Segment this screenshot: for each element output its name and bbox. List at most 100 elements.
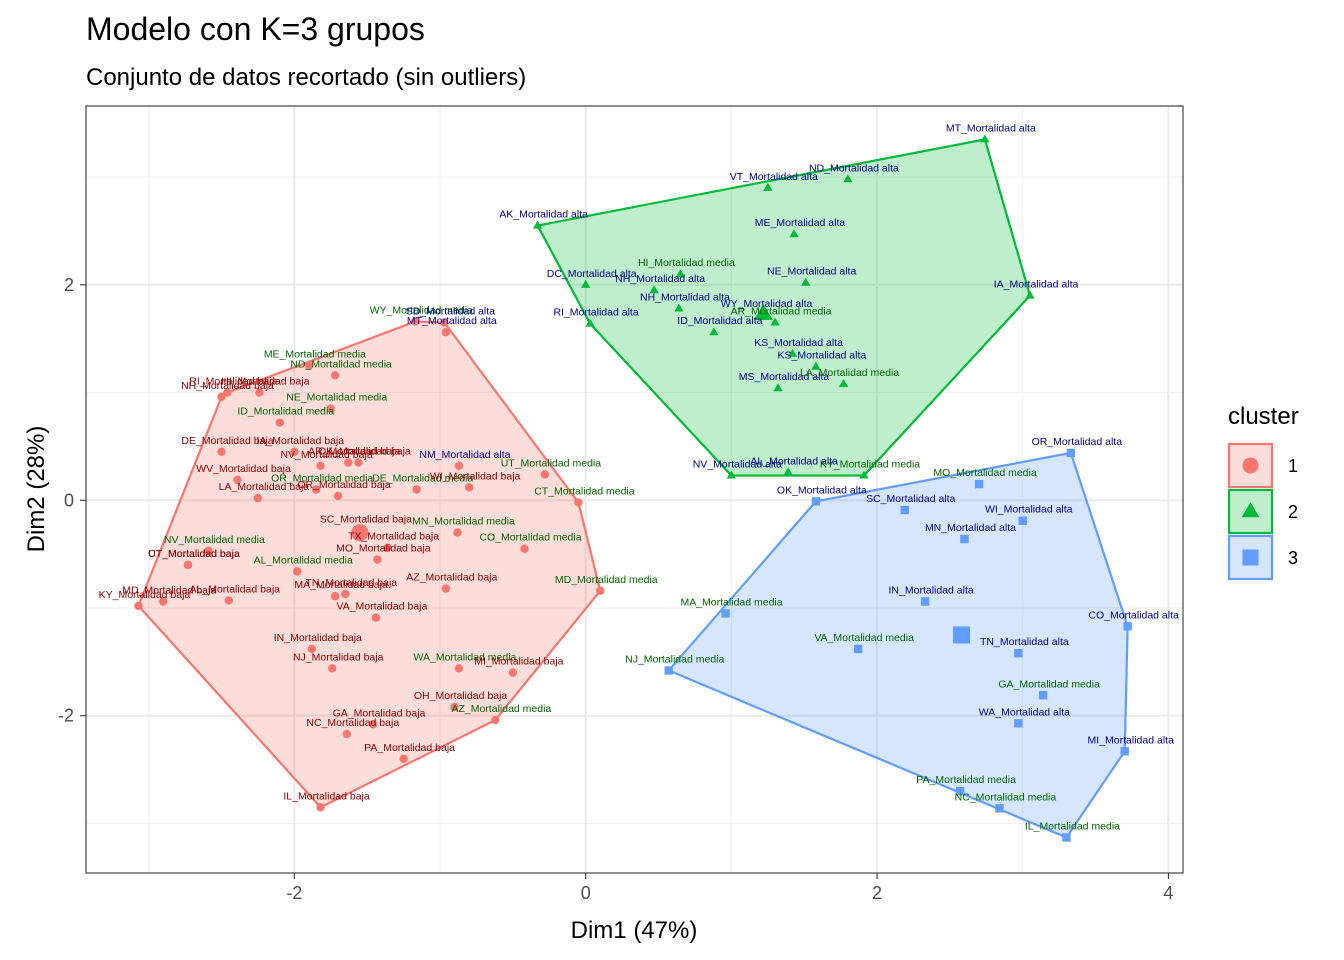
data-point [307, 644, 317, 654]
point-label: RI_Mortalidad alta [553, 307, 638, 319]
point-label: NV_Mortalidad baja [280, 449, 372, 461]
legend-label-2: 2 [1288, 502, 1298, 522]
legend-symbol-3 [1242, 549, 1259, 566]
point-label: WY_Mortalidad media [370, 304, 473, 316]
data-point [1025, 290, 1035, 299]
point-label: CT_Mortalidad baja [148, 548, 240, 560]
data-point [995, 804, 1004, 813]
x-tick-label: 4 [1163, 883, 1173, 903]
point-label: SC_Mortalidad baja [320, 513, 412, 525]
legend-label-3: 3 [1288, 548, 1298, 568]
data-point [217, 392, 226, 402]
point-label: HI_Mortalidad media [638, 257, 735, 269]
point-label: MA_Mortalidad baja [294, 579, 388, 591]
legend-label-1: 1 [1288, 456, 1298, 476]
data-point [770, 317, 780, 326]
point-label: SD_Mortalidad alta [406, 306, 495, 318]
point-label: UT_Mortalidad baja [148, 548, 240, 560]
data-point [726, 470, 737, 479]
point-label: NV_Mortalidad alta [693, 458, 782, 470]
point-label: IN_Mortalidad baja [274, 632, 362, 644]
data-point [373, 555, 382, 564]
y-tick-label: 0 [64, 490, 74, 510]
data-point [450, 702, 459, 712]
point-label: UT_Mortalidad media [501, 457, 602, 469]
data-point [275, 418, 284, 427]
point-label: VA_Mortalidad baja [336, 601, 427, 613]
chart-subtitle: Conjunto de datos recortado (sin outlier… [86, 64, 526, 91]
data-point [354, 458, 363, 467]
data-point [316, 803, 325, 812]
data-point [649, 285, 659, 294]
data-point [253, 493, 263, 503]
point-label: VT_Mortalidad alta [730, 171, 818, 183]
point-label: PA_Mortalidad media [916, 774, 1016, 786]
point-label: ND_Mortalidad alta [809, 162, 899, 174]
point-label: CT_Mortalidad media [534, 485, 635, 497]
point-label: AZ_Mortalidad baja [406, 572, 497, 584]
data-point [1120, 747, 1129, 756]
data-point [974, 479, 984, 489]
point-label: ND_Mortalidad media [290, 358, 392, 370]
point-label: GA_Mortalidad media [998, 678, 1100, 690]
legend-key-2 [1227, 488, 1274, 535]
point-label: NE_Mortalidad media [286, 392, 387, 404]
data-point [304, 361, 314, 370]
point-label: CO_Mortalidad media [479, 532, 581, 544]
data-point [540, 470, 550, 479]
point-label: OH_Mortalidad baja [414, 690, 508, 702]
data-point [801, 277, 811, 286]
point-label: OR_Mortalidad alta [1032, 436, 1123, 448]
point-label: NV_Mortalidad media [164, 534, 265, 546]
cluster-centroid-2 [754, 303, 773, 321]
plot-panel-border [85, 105, 1184, 874]
point-label: IL_Mortalidad baja [283, 790, 370, 802]
point-label: MN_Mortalidad media [412, 516, 515, 528]
point-label: AZ_Mortalidad media [451, 703, 551, 715]
data-point [787, 348, 798, 357]
data-point [1066, 448, 1076, 458]
point-label: MA_Mortalidad media [680, 596, 782, 608]
data-point [440, 318, 449, 327]
data-point [454, 461, 464, 471]
point-label: AK_Mortalidad alta [499, 209, 588, 221]
data-point [454, 664, 464, 673]
data-points [134, 134, 1132, 842]
data-point [233, 475, 242, 485]
point-label: MS_Mortalidad alta [739, 371, 830, 383]
data-point [920, 597, 930, 606]
point-label: NM_Mortalidad alta [419, 449, 510, 461]
point-label: NH_Mortalidad alta [615, 273, 705, 285]
point-label: MD_Mortalidad media [555, 574, 658, 586]
point-label: RI_Mortalidad baja [189, 376, 277, 388]
data-point [491, 715, 500, 725]
data-point [520, 544, 529, 553]
point-label: NJ_Mortalidad media [625, 653, 724, 665]
data-point [371, 613, 381, 622]
data-point [342, 729, 351, 739]
data-point [859, 470, 869, 479]
point-label: ME_Mortalidad alta [755, 217, 846, 229]
data-point [789, 229, 799, 238]
legend-symbol-1 [1242, 457, 1259, 474]
data-point [311, 485, 321, 494]
point-label: MO_Mortalidad baja [336, 543, 431, 555]
data-point [368, 720, 378, 729]
data-point [290, 447, 299, 456]
y-axis-title: Dim2 (28%) [23, 426, 50, 553]
point-label: NJ_Mortalidad baja [293, 651, 384, 663]
data-point [204, 546, 213, 556]
point-label: OK_Mortalidad alta [777, 484, 867, 496]
data-point [853, 644, 863, 654]
data-point [596, 586, 605, 595]
point-label: KY_Mortalidad baja [99, 589, 191, 601]
data-point [399, 754, 408, 764]
y-tick-label: 2 [64, 275, 74, 295]
data-point [1018, 516, 1027, 525]
point-label: AR_Mortalidad baja [308, 446, 400, 458]
data-point [217, 447, 226, 456]
point-label: IN_Mortalidad alta [889, 585, 974, 597]
plot-background [86, 106, 1183, 873]
